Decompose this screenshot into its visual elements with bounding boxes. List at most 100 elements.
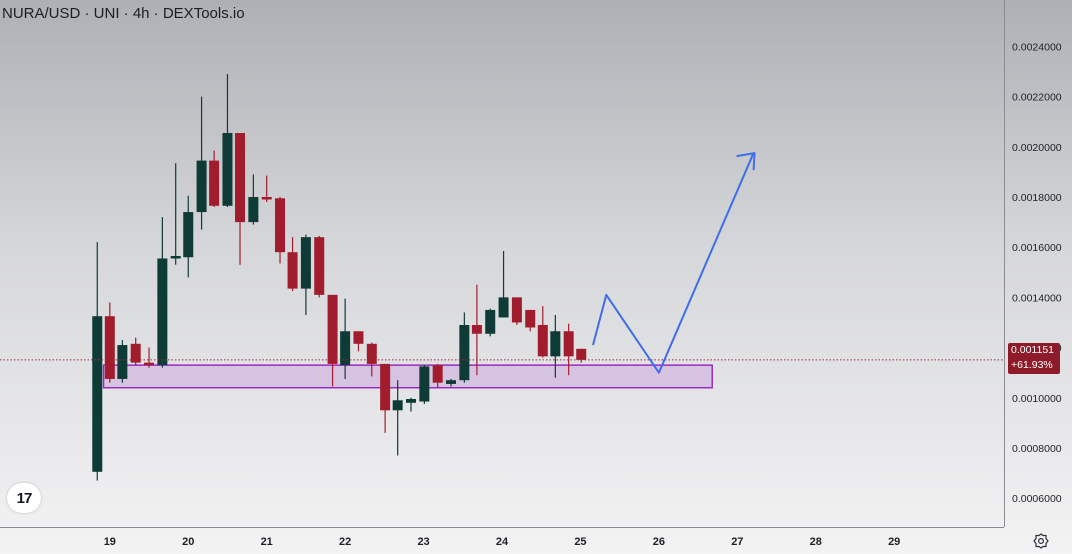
gear-icon[interactable] <box>1033 533 1049 549</box>
y-tick-label: 0.0022000 <box>1012 92 1062 104</box>
candle-body <box>196 160 207 213</box>
candle <box>525 309 536 332</box>
candle-body <box>314 237 325 295</box>
candle <box>144 347 155 368</box>
candle <box>563 323 574 376</box>
support-zone-layer <box>102 364 713 389</box>
candle-body <box>130 343 141 363</box>
candle <box>498 250 509 318</box>
projection-path <box>592 153 754 374</box>
candle <box>550 314 561 378</box>
chart-title: NURA/USD · UNI · 4h · DEXTools.io <box>2 5 245 22</box>
candle-body <box>432 365 443 383</box>
x-tick-label: 26 <box>653 536 665 548</box>
candle-body <box>353 331 364 344</box>
candle-body <box>157 258 168 366</box>
logo-text: 17 <box>16 489 33 507</box>
candle-body <box>104 316 115 379</box>
last-price-value: 0.001151 <box>1011 344 1055 356</box>
candle <box>432 363 443 388</box>
candle <box>327 294 338 387</box>
y-tick-label: 0.0008000 <box>1012 443 1062 455</box>
candle-body <box>144 362 155 366</box>
candle <box>287 237 298 292</box>
candle <box>380 363 391 433</box>
x-tick-label: 29 <box>888 536 900 548</box>
candle-body <box>537 324 548 357</box>
x-tick-label: 23 <box>417 536 429 548</box>
y-tick-label: 0.0018000 <box>1012 192 1062 204</box>
candle <box>157 217 168 368</box>
candle-body <box>248 196 259 223</box>
candle <box>353 331 364 352</box>
candle <box>235 133 246 265</box>
support-zone-rect <box>102 364 713 389</box>
candle <box>130 337 141 366</box>
candle <box>471 284 482 376</box>
x-tick-label: 25 <box>574 536 586 548</box>
candle <box>485 308 496 337</box>
candle <box>459 312 470 383</box>
candle <box>261 175 272 203</box>
candle <box>392 380 403 456</box>
candle-body <box>92 316 103 472</box>
candle <box>537 306 548 358</box>
y-tick-label: 0.0010000 <box>1012 393 1062 405</box>
candle <box>183 195 194 278</box>
y-tick-label: 0.0006000 <box>1012 493 1062 505</box>
candle-body <box>222 133 233 206</box>
candle <box>196 96 207 230</box>
candle <box>300 234 311 315</box>
candle <box>104 302 115 383</box>
candle <box>222 74 233 208</box>
candle <box>576 348 587 363</box>
y-axis-ticks: 0.00060000.00080000.00100000.00120000.00… <box>1012 41 1062 505</box>
x-tick-label: 27 <box>731 536 743 548</box>
candle-body <box>170 255 181 259</box>
candle-body <box>300 237 311 289</box>
tradingview-logo-icon[interactable]: 17 <box>7 483 41 513</box>
x-tick-label: 21 <box>261 536 273 548</box>
candle-body <box>525 309 536 328</box>
candle-body <box>275 198 286 253</box>
candle-body <box>550 331 561 357</box>
x-axis-ticks: 19 20 21 22 23 24 25 26 27 28 29 <box>104 536 901 548</box>
candle <box>248 174 259 225</box>
x-tick-label: 22 <box>339 536 351 548</box>
candle-body <box>235 133 246 223</box>
candle-body <box>576 348 587 360</box>
last-price-tag: 0.001151 +61.93% <box>1008 343 1060 374</box>
candle-body <box>209 160 220 206</box>
x-tick-label: 20 <box>182 536 194 548</box>
candle-body <box>340 331 351 366</box>
candle-body <box>485 309 496 334</box>
candle-body <box>327 294 338 364</box>
y-tick-label: 0.0020000 <box>1012 142 1062 154</box>
candle <box>419 365 430 405</box>
y-tick-label: 0.0014000 <box>1012 292 1062 304</box>
candle-body <box>261 196 272 200</box>
x-tick-label: 19 <box>104 536 116 548</box>
candle <box>446 378 457 387</box>
x-tick-label: 24 <box>496 536 509 548</box>
candle <box>275 196 286 264</box>
candle <box>406 397 417 412</box>
candles-layer <box>92 74 587 481</box>
candle-body <box>446 380 457 384</box>
candle-body <box>117 345 128 379</box>
y-tick-label: 0.0024000 <box>1012 41 1062 53</box>
candle <box>511 297 522 325</box>
candle-body <box>366 343 377 364</box>
candle-body <box>419 366 430 402</box>
projection-arrowhead <box>736 152 756 171</box>
candle <box>209 150 220 208</box>
candle <box>314 235 325 298</box>
candle-body <box>183 212 194 258</box>
candle-body <box>287 252 298 289</box>
candle-body <box>406 399 417 403</box>
candle-body <box>563 331 574 357</box>
candle <box>170 163 181 265</box>
candle-body <box>511 297 522 323</box>
